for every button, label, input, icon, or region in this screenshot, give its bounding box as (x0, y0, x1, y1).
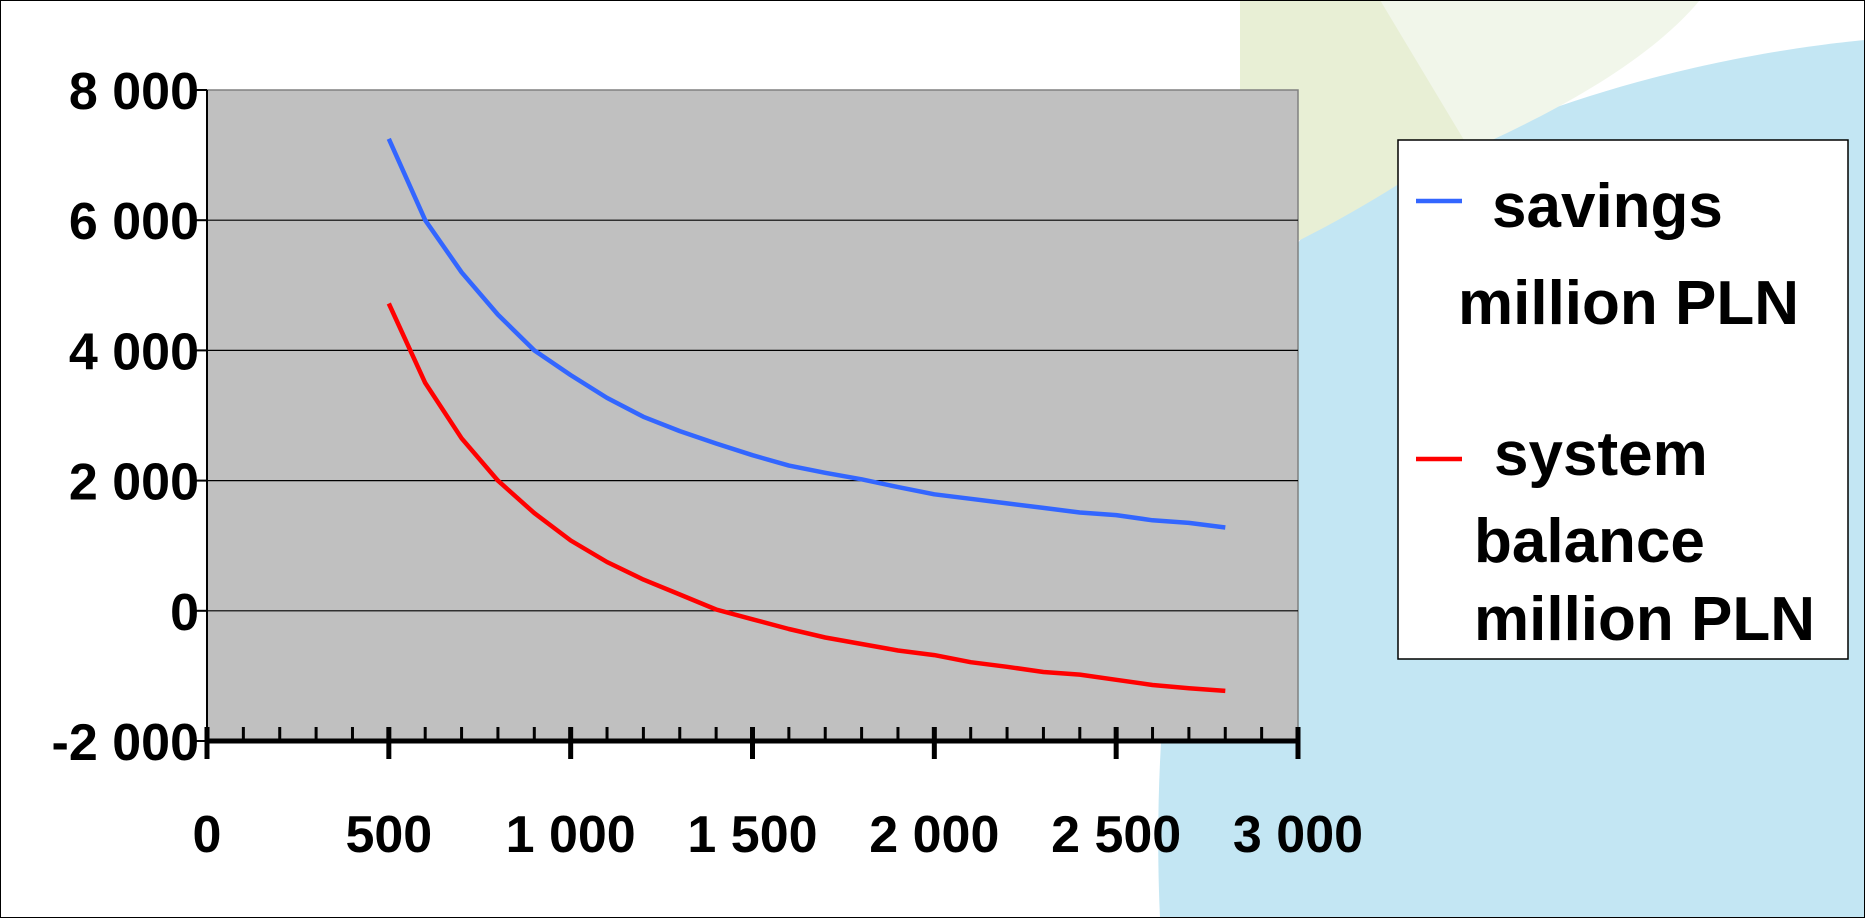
x-tick-label: 1 000 (506, 806, 636, 864)
legend-box (1397, 139, 1849, 660)
plot-area (206, 89, 1299, 742)
y-tick-label: 4 000 (69, 323, 199, 381)
legend-label: million PLN (1458, 269, 1799, 338)
x-tick-label: 2 000 (869, 806, 999, 864)
x-tick-label: 2 500 (1051, 806, 1181, 864)
legend-label: savings (1492, 172, 1723, 241)
y-tick-label: 0 (170, 584, 199, 642)
x-tick-label: 500 (345, 806, 432, 864)
series-line-system-balance (386, 302, 1226, 694)
y-tick-label: 2 000 (69, 454, 199, 512)
series-line-savings (386, 137, 1226, 530)
x-tick-label: 0 (193, 806, 222, 864)
legend-label: balance (1474, 507, 1705, 576)
legend-label: million PLN (1474, 585, 1815, 654)
y-tick-label: 8 000 (69, 63, 199, 121)
y-tick-label: 6 000 (69, 193, 199, 251)
x-tick-label: 3 000 (1233, 806, 1363, 864)
legend-label: system (1494, 420, 1708, 489)
y-tick-label: -2 000 (52, 714, 199, 772)
x-tick-label: 1 500 (687, 806, 817, 864)
